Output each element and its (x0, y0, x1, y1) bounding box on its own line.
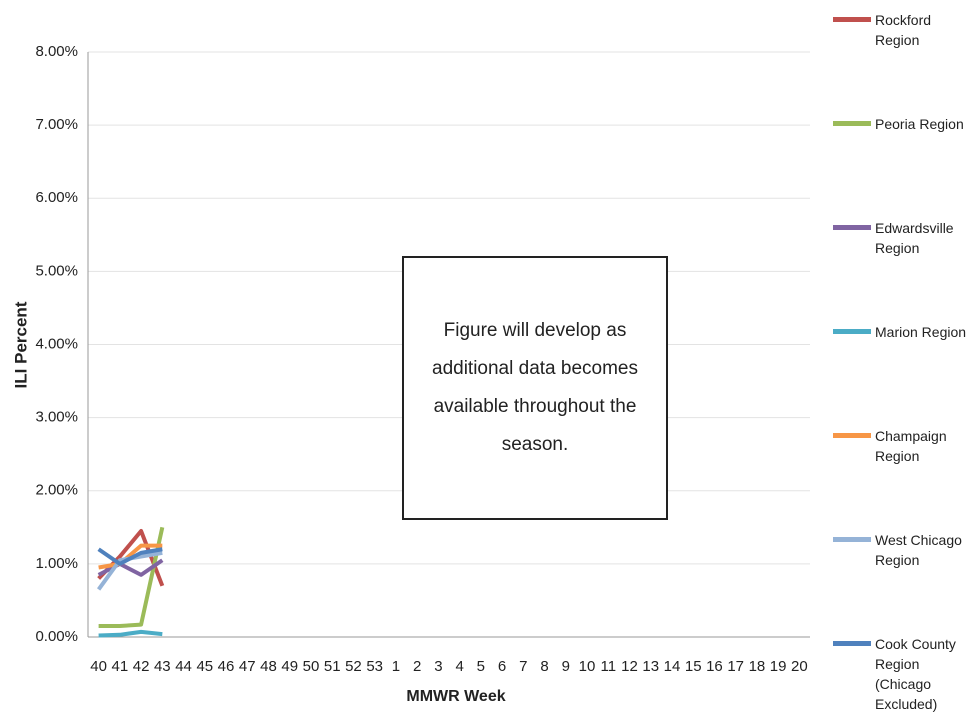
legend-swatch (833, 17, 871, 22)
legend-label: Peoria Region (875, 116, 964, 132)
legend-item: West Chicago Region (833, 530, 972, 570)
x-tick-label: 13 (642, 658, 659, 675)
x-tick-label: 44 (175, 658, 192, 675)
x-tick-label: 40 (90, 658, 107, 675)
x-tick-label: 52 (345, 658, 362, 675)
series-line (98, 543, 163, 570)
x-tick-label: 7 (519, 658, 527, 675)
x-tick-label: 4 (455, 658, 463, 675)
y-tick-label: 2.00% (35, 482, 78, 499)
x-tick-label: 12 (621, 658, 638, 675)
series-line (97, 558, 164, 577)
legend-label: Edwardsville Region (875, 220, 954, 256)
x-tick-label: 49 (281, 658, 298, 675)
legend-swatch (833, 641, 871, 646)
series-line (98, 526, 165, 629)
legend-swatch (833, 537, 871, 542)
legend-swatch (833, 121, 871, 126)
legend-label: West Chicago Region (875, 532, 962, 568)
y-tick-label: 6.00% (35, 189, 78, 206)
y-tick-label: 5.00% (35, 262, 78, 279)
x-tick-label: 42 (133, 658, 150, 675)
legend-label: Champaign Region (875, 428, 947, 464)
x-tick-label: 10 (579, 658, 596, 675)
y-tick-label: 7.00% (35, 116, 78, 133)
x-axis-title: MMWR Week (406, 688, 505, 705)
x-tick-label: 14 (664, 658, 681, 675)
legend-label: Rockford Region (875, 12, 932, 48)
series-line (98, 629, 163, 638)
y-tick-label: 3.00% (35, 409, 78, 426)
y-tick-label: 1.00% (35, 555, 78, 572)
legend-item: Champaign Region (833, 426, 972, 466)
y-axis-title: ILI Percent (11, 301, 30, 388)
legend-swatch (833, 225, 871, 230)
x-tick-label: 17 (727, 658, 744, 675)
legend-item: Peoria Region (833, 114, 972, 134)
x-tick-label: 5 (477, 658, 485, 675)
x-tick-label: 9 (562, 658, 570, 675)
x-tick-label: 1 (392, 658, 400, 675)
x-tick-label: 11 (600, 658, 616, 675)
x-tick-label: 19 (770, 658, 787, 675)
x-tick-label: 53 (366, 658, 383, 675)
y-tick-label: 8.00% (35, 43, 78, 60)
x-tick-label: 16 (706, 658, 723, 675)
x-tick-label: 46 (218, 658, 235, 675)
legend-item: Marion Region (833, 322, 972, 342)
y-tick-label: 4.00% (35, 335, 78, 352)
x-tick-label: 20 (791, 658, 808, 675)
legend-swatch (833, 433, 871, 438)
legend-item: Rockford Region (833, 10, 972, 50)
x-tick-label: 3 (434, 658, 442, 675)
x-tick-label: 41 (112, 658, 129, 675)
x-tick-label: 45 (196, 658, 213, 675)
x-tick-label: 8 (540, 658, 548, 675)
x-tick-label: 51 (324, 658, 341, 675)
annotation: Figure will develop as additional data b… (402, 256, 668, 520)
legend-label: Cook County Region (Chicago Excluded) (875, 636, 956, 712)
x-tick-label: 6 (498, 658, 506, 675)
x-tick-label: 43 (154, 658, 171, 675)
legend-label: Marion Region (875, 324, 967, 340)
legend-swatch (833, 329, 871, 334)
x-tick-label: 2 (413, 658, 421, 675)
x-tick-label: 15 (685, 658, 702, 675)
legend-item: Edwardsville Region (833, 218, 972, 258)
y-tick-label: 0.00% (35, 628, 78, 645)
x-tick-label: 50 (303, 658, 320, 675)
series-line (97, 547, 163, 566)
legend-item: Cook County Region (Chicago Excluded) (833, 634, 972, 714)
x-tick-label: 47 (239, 658, 256, 675)
x-tick-label: 48 (260, 658, 277, 675)
x-tick-label: 18 (749, 658, 766, 675)
